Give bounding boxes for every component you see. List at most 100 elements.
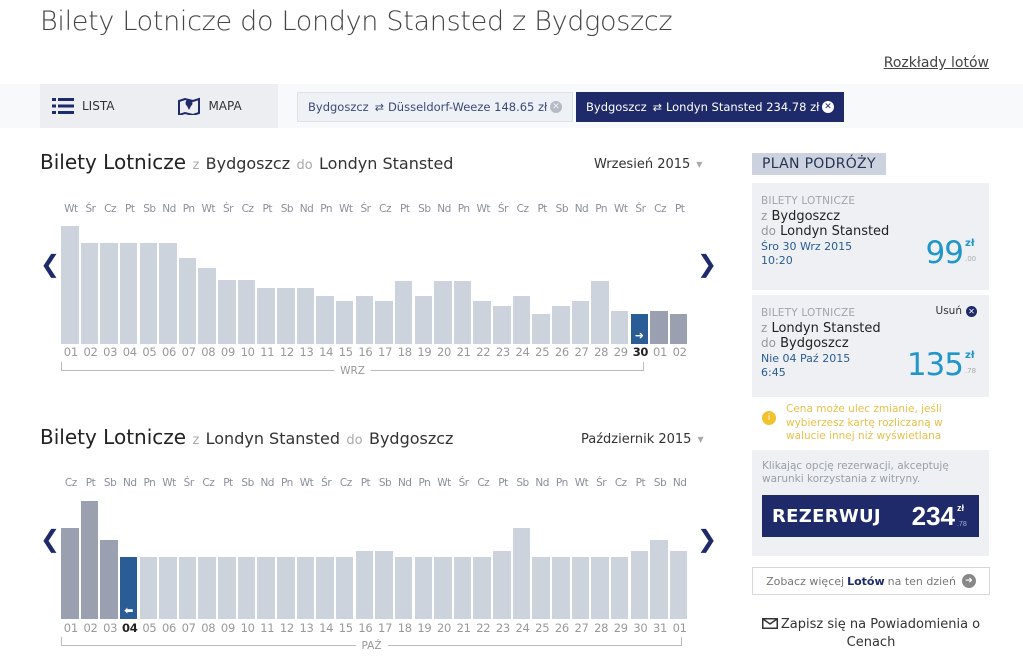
price-bar[interactable] (159, 243, 177, 344)
next-month-arrow-icon[interactable]: ❯ (697, 525, 718, 553)
price-bar[interactable] (414, 296, 433, 344)
price-bar[interactable] (237, 557, 256, 619)
close-icon[interactable]: ✕ (822, 101, 834, 113)
price-bar[interactable] (375, 551, 393, 619)
price-bar[interactable] (316, 557, 334, 619)
price-bar[interactable] (178, 557, 197, 619)
weekday-label: Wt (299, 477, 314, 489)
price-bar[interactable] (277, 288, 295, 344)
price-bar[interactable] (355, 296, 374, 344)
price-bar[interactable] (394, 557, 413, 619)
map-view-button[interactable]: MAPA (178, 97, 242, 115)
price-alert-link[interactable]: Zapisz się na Powiadomienia o Cenach (752, 616, 990, 652)
price-bar[interactable] (296, 557, 315, 619)
price-bar[interactable] (473, 301, 491, 344)
price-bar[interactable] (198, 557, 216, 619)
price-bar[interactable] (198, 268, 216, 344)
price-bar[interactable] (316, 296, 334, 344)
price-bar[interactable] (650, 540, 668, 619)
price-bar[interactable] (218, 557, 236, 619)
price-bar[interactable] (669, 314, 688, 344)
price-bar[interactable]: ⬅ (119, 557, 138, 619)
weekday-label: Sb (280, 203, 294, 215)
price-bar[interactable] (139, 557, 158, 619)
price-bar[interactable] (532, 557, 550, 619)
price-bar[interactable] (493, 306, 511, 344)
price-bar[interactable] (100, 540, 118, 619)
price-bar[interactable] (119, 243, 138, 344)
prev-month-arrow-icon[interactable]: ❮ (40, 525, 61, 553)
more-flights-button[interactable]: Zobacz więcej Lotów na ten dzień ➜ (752, 567, 990, 595)
price-bar[interactable] (257, 557, 275, 619)
close-icon: ✕ (966, 305, 977, 317)
price-bar[interactable] (237, 280, 256, 344)
price-bar[interactable] (159, 557, 177, 619)
date-label: 20 (436, 345, 452, 359)
weekday-label: Pt (674, 203, 685, 215)
price-bar[interactable] (394, 281, 413, 344)
price-bar[interactable] (257, 288, 275, 344)
price-bar[interactable] (296, 288, 315, 344)
price-bar[interactable] (512, 296, 531, 344)
weekday-label: Nd (122, 477, 137, 489)
outbound-month-select[interactable]: Wrzesień 2015 ▼ (594, 157, 703, 172)
price-bar[interactable] (591, 281, 609, 344)
booking-box: Klikając opcję rezerwacji, akceptuję war… (752, 450, 989, 556)
leg-date: Śro 30 Wrz 2015 (761, 240, 853, 253)
price-bar[interactable] (493, 551, 511, 619)
date-label: 26 (554, 345, 569, 359)
inbound-chart-title: Bilety Lotnicze z Londyn Stansted do Byd… (40, 425, 454, 449)
price-bar[interactable] (453, 557, 472, 619)
price-bar[interactable] (277, 557, 295, 619)
flight-schedules-link[interactable]: Rozkłady lotów (883, 55, 989, 71)
price-bar[interactable] (571, 301, 590, 344)
price-bar[interactable] (218, 280, 236, 344)
book-button[interactable]: REZERWUJ 234 zł .78 (762, 495, 979, 537)
price-bar[interactable] (669, 551, 688, 619)
weekday-label: Pn (143, 477, 156, 489)
price-bar[interactable] (571, 557, 590, 619)
date-label: 30 (632, 345, 649, 359)
prev-month-arrow-icon[interactable]: ❮ (40, 250, 61, 278)
route-chip-stansted[interactable]: Bydgoszcz ⇄ Londyn Stansted 234.78 zł ✕ (576, 92, 844, 122)
price-bar[interactable] (355, 551, 374, 619)
price-bar[interactable] (100, 243, 118, 344)
price-bar[interactable] (630, 551, 649, 619)
list-view-button[interactable]: LISTA (52, 98, 114, 114)
price-bar[interactable] (80, 501, 99, 619)
weekday-label: Cz (104, 203, 117, 215)
price-bar[interactable] (453, 281, 472, 344)
price-bar[interactable] (610, 311, 629, 344)
price-bar[interactable] (473, 557, 491, 619)
price-bar[interactable] (61, 528, 79, 619)
date-label: 18 (397, 345, 412, 359)
route-chip-dusseldorf[interactable]: Bydgoszcz ⇄ Düsseldorf-Weeze 148.65 zł ✕ (297, 92, 573, 122)
price-bar[interactable] (61, 226, 79, 344)
remove-leg-button[interactable]: Usuń ✕ (936, 305, 977, 317)
price-bar[interactable] (434, 557, 452, 619)
price-bar[interactable] (80, 243, 99, 344)
price-bar[interactable]: ➜ (630, 314, 649, 344)
price-bar[interactable] (139, 243, 158, 344)
price-bar[interactable] (552, 557, 570, 619)
weekday-label: Cz (379, 203, 391, 215)
route-price: 148.65 zł (494, 100, 548, 114)
price-bar[interactable] (375, 301, 393, 344)
weekday-label: Sb (418, 203, 431, 215)
next-month-arrow-icon[interactable]: ❯ (697, 250, 718, 278)
weekday-label: Śr (497, 203, 508, 215)
price-bar[interactable] (532, 314, 550, 344)
price-bar[interactable] (610, 557, 629, 619)
inbound-month-select[interactable]: Październik 2015 ▼ (581, 432, 704, 447)
weekday-label: Pt (223, 477, 233, 489)
price-bar[interactable] (591, 557, 609, 619)
price-bar[interactable] (335, 557, 354, 619)
close-icon[interactable]: ✕ (550, 101, 562, 113)
price-bar[interactable] (552, 306, 570, 344)
price-bar[interactable] (414, 557, 433, 619)
price-bar[interactable] (434, 281, 452, 344)
price-bar[interactable] (512, 528, 531, 619)
price-bar[interactable] (178, 258, 197, 344)
price-bar[interactable] (650, 311, 668, 344)
price-bar[interactable] (335, 301, 354, 344)
